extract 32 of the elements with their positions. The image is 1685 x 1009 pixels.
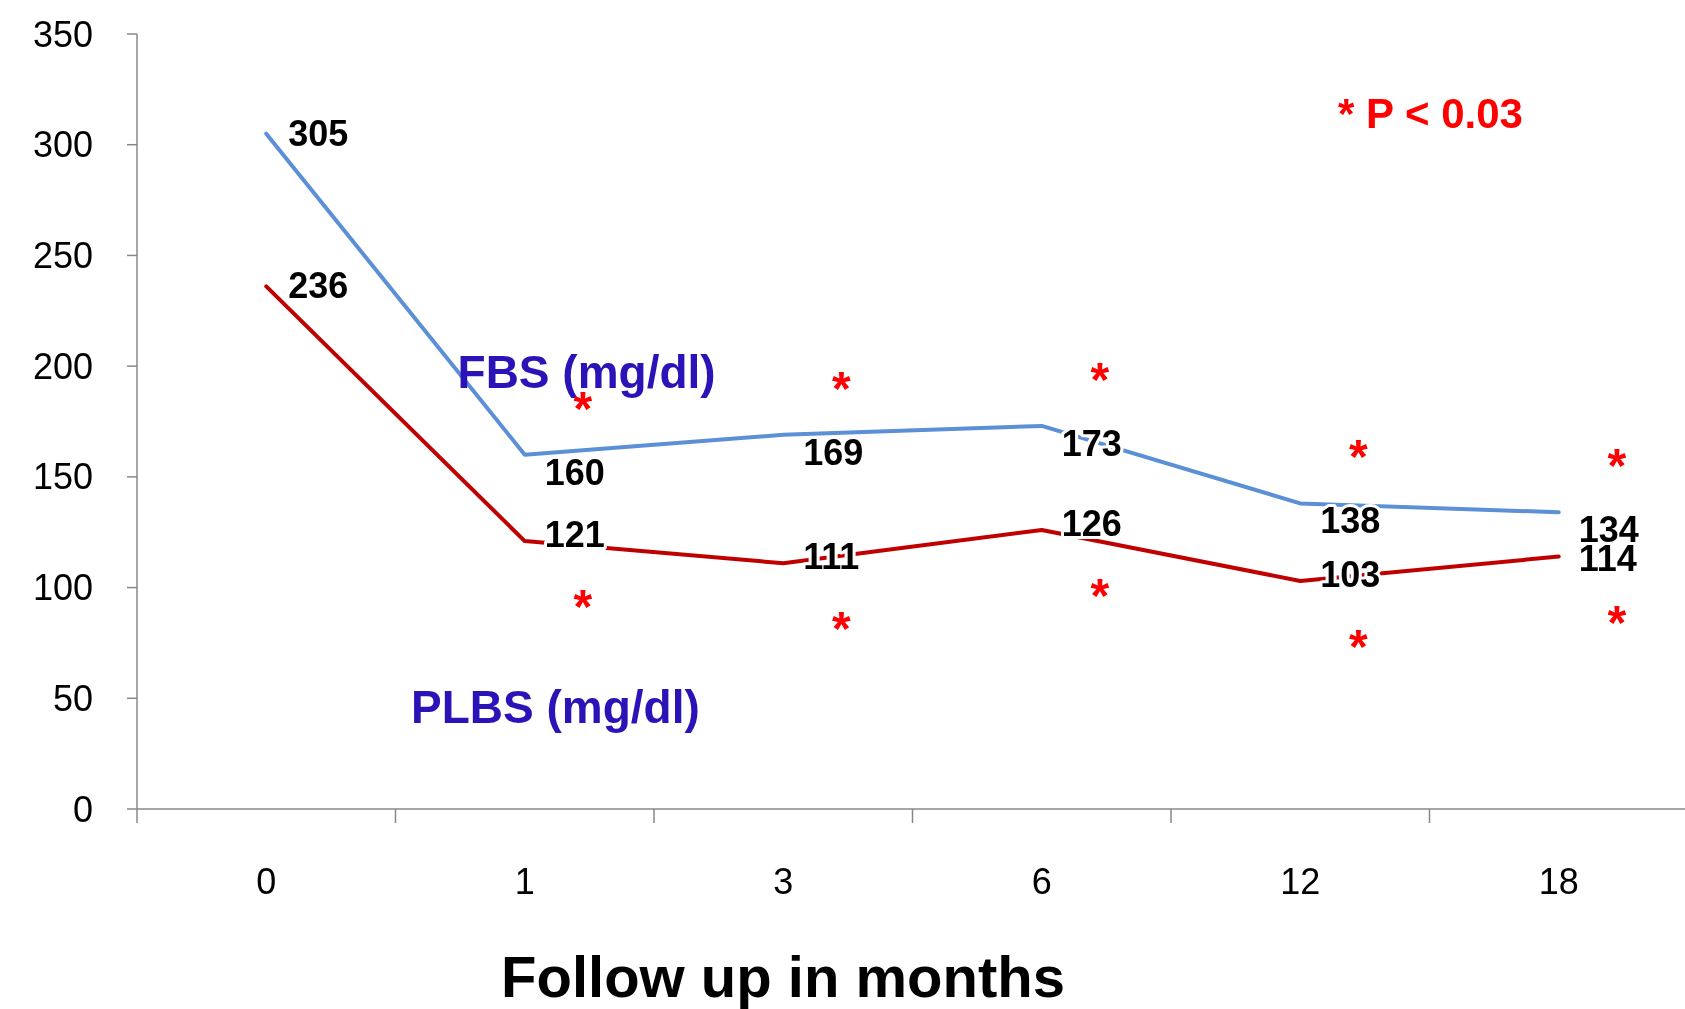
x-tick-label: 18 bbox=[1538, 861, 1579, 902]
data-label: 305 bbox=[288, 112, 349, 154]
y-tick-label: 350 bbox=[32, 13, 93, 55]
annotation: * bbox=[1607, 439, 1627, 493]
y-tick-label: 250 bbox=[32, 235, 93, 277]
x-tick-label: 1 bbox=[514, 861, 535, 902]
y-tick-label: 150 bbox=[32, 456, 93, 498]
data-label: 160 bbox=[544, 451, 605, 493]
annotation: * bbox=[1348, 619, 1368, 673]
y-tick-label: 100 bbox=[32, 567, 93, 609]
data-label: 126 bbox=[1061, 503, 1122, 544]
y-tick-label: 50 bbox=[52, 677, 93, 719]
x-tick-label: 6 bbox=[1031, 861, 1052, 902]
text: PLBS (mg/dl) bbox=[411, 680, 700, 733]
annotation: * bbox=[573, 580, 593, 634]
annotation: * bbox=[1090, 352, 1110, 406]
data-label: 169 bbox=[803, 431, 864, 473]
annotation: * bbox=[1348, 430, 1368, 484]
annotation: * bbox=[1090, 569, 1110, 622]
data-label: 138 bbox=[1320, 500, 1381, 542]
annotation: * bbox=[831, 361, 851, 415]
data-label: 236 bbox=[288, 265, 349, 307]
y-tick-label: 300 bbox=[32, 124, 93, 166]
x-tick-label: 0 bbox=[256, 861, 277, 902]
y-tick-label: 200 bbox=[32, 345, 93, 387]
x-tick-label: 3 bbox=[773, 861, 794, 902]
y-tick-label: 0 bbox=[72, 788, 93, 830]
x-axis-title: Follow up in months bbox=[501, 944, 1065, 1009]
x-tick-label: 12 bbox=[1280, 861, 1321, 902]
annotation: * bbox=[1607, 595, 1627, 649]
annotation: * P < 0.03 bbox=[1338, 90, 1523, 137]
annotation: * bbox=[831, 602, 851, 656]
